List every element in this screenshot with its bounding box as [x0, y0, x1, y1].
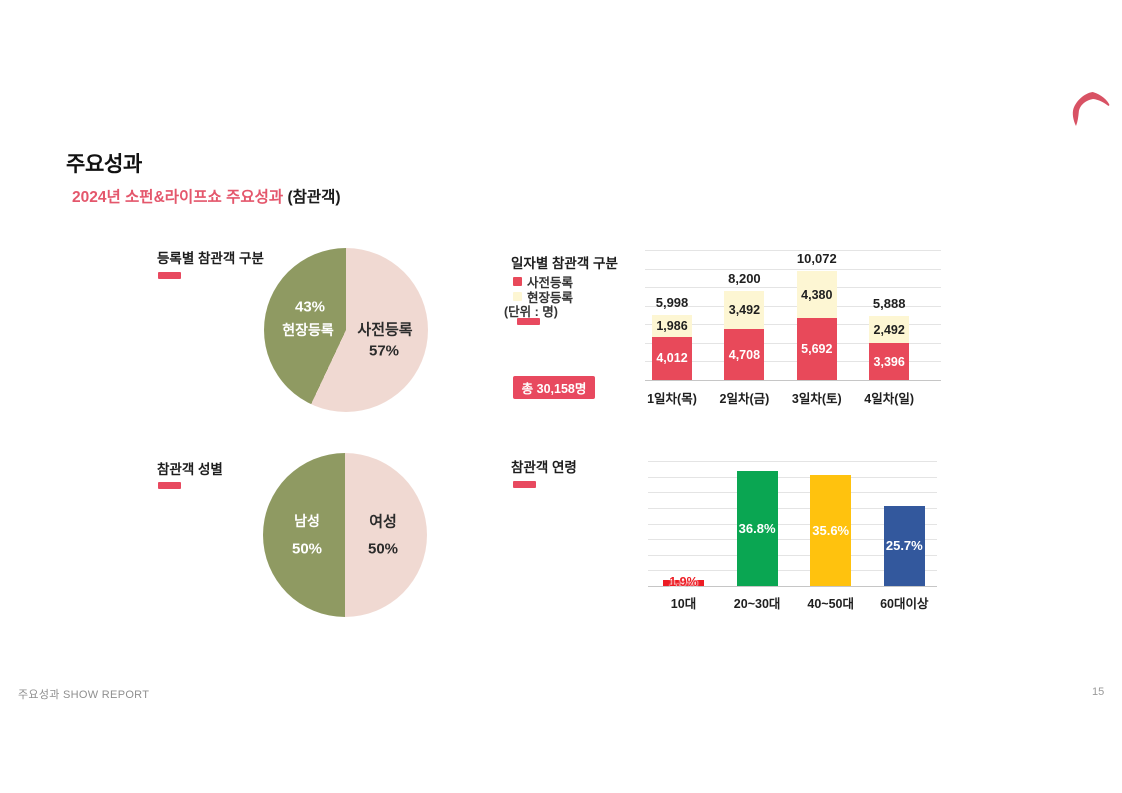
daily-accent-bar	[517, 318, 540, 325]
bar-segment-presale: 5,692	[796, 318, 837, 380]
total-visitors-badge: 총 30,158명	[513, 376, 595, 399]
gridline	[648, 476, 937, 478]
pie-slice-name-label: 여성	[369, 513, 397, 531]
legend-presale-swatch	[513, 277, 522, 286]
age-bar-chart: 1.9% 10대 36.8% 20~30대 35.6% 40~50대 25.7% 60대이상	[648, 461, 937, 611]
legend-presale-label: 사전등록	[527, 276, 574, 290]
unit-note: (단위 : 명)	[504, 305, 558, 319]
pie-slice-pct-label: 57%	[368, 342, 400, 360]
bar-segment-presale: 3,396	[869, 343, 910, 380]
age-bar-value-label: 36.8%	[738, 521, 776, 536]
gridline	[645, 342, 941, 344]
gridline	[648, 539, 937, 541]
registration-section-title: 등록별 참관객 구분	[157, 251, 264, 266]
age-bar: 25.7%	[883, 505, 925, 586]
daily-bar-chart: 1,986 4,012 5,998 1일차(목) 3,492 4,708 8,200 2일차(…	[645, 250, 941, 406]
gridline	[648, 507, 937, 509]
pie-slice-pct-label: 50%	[291, 540, 323, 558]
gridline	[645, 287, 941, 289]
legend-onsite-label: 현장등록	[527, 291, 574, 305]
segment-value-label: 1,986	[656, 318, 688, 333]
gridline	[645, 324, 941, 326]
registration-pie-chart: 43% 현장등록 사전등록 57%	[264, 248, 428, 412]
bar-segment-onsite: 1,986	[652, 315, 692, 337]
bar-total-label: 5,998	[655, 295, 689, 311]
gridline	[648, 586, 937, 587]
gridline	[648, 554, 937, 556]
segment-value-label: 4,708	[728, 347, 761, 362]
daily-section-title: 일자별 참관객 구분	[511, 256, 618, 271]
legend-presale: 사전등록	[513, 272, 573, 291]
gender-accent-bar	[158, 482, 181, 489]
gridline	[645, 268, 941, 270]
daily-bar: 4,380 5,692 10,072	[796, 251, 837, 380]
bar-total-label: 8,200	[728, 271, 761, 287]
segment-value-label: 5,692	[801, 342, 833, 357]
pie-slice-name-label: 현장등록	[282, 322, 334, 338]
x-axis-label: 2일차(금)	[719, 392, 770, 406]
gender-section-title: 참관객 성별	[157, 462, 223, 477]
bar-segment-onsite: 2,492	[869, 316, 910, 344]
x-axis-label: 20~30대	[733, 597, 781, 611]
x-axis-label: 4일차(일)	[864, 392, 915, 406]
pie-slice-name-label: 남성	[294, 513, 320, 529]
page-title: 주요성과	[66, 153, 143, 176]
gridline	[648, 492, 937, 494]
age-accent-bar	[513, 481, 536, 488]
gridline	[645, 380, 941, 381]
segment-value-label: 3,492	[728, 303, 761, 318]
x-axis-label: 3일차(토)	[791, 392, 842, 406]
age-bar: 1.9%	[663, 575, 704, 589]
x-axis-label: 1일차(목)	[647, 392, 697, 406]
pie-slice-name-label: 사전등록	[357, 321, 413, 339]
brand-logo-icon	[1072, 92, 1110, 126]
segment-value-label: 2,492	[873, 322, 905, 337]
age-section-title: 참관객 연령	[511, 460, 577, 475]
registration-accent-bar	[158, 272, 181, 279]
subtitle-accent-text: 2024년 소펀&라이프쇼 주요성과	[72, 189, 284, 206]
age-bar-value-label: 25.7%	[885, 538, 923, 554]
segment-value-label: 3,396	[873, 354, 905, 369]
pie-slice-pct-label: 50%	[367, 540, 399, 558]
footer-text: 주요성과 SHOW REPORT	[18, 689, 150, 701]
bar-segment-onsite: 4,380	[796, 270, 837, 319]
gender-pie-chart: 남성 50% 여성 50%	[263, 453, 427, 617]
gridline	[648, 523, 937, 525]
bar-total-label: 5,888	[872, 296, 906, 312]
subtitle-suffix-text: (참관객)	[283, 189, 341, 206]
gridline	[648, 461, 937, 462]
page-number: 15	[1092, 686, 1105, 698]
page-subtitle: 2024년 소펀&라이프쇼 주요성과 (참관객)	[72, 185, 341, 207]
daily-bar: 2,492 3,396 5,888	[869, 296, 910, 380]
age-bar: 36.8%	[736, 471, 778, 586]
legend-onsite-swatch	[513, 292, 522, 301]
bar-segment-onsite: 3,492	[724, 291, 765, 329]
gridline	[645, 250, 941, 251]
gridline	[648, 570, 937, 572]
age-bar-value-label: 35.6%	[812, 522, 850, 538]
daily-bar: 3,492 4,708 8,200	[724, 271, 765, 380]
bar-segment-presale: 4,012	[652, 336, 692, 380]
gridline	[645, 361, 941, 363]
x-axis-label: 60대이상	[880, 597, 929, 611]
x-axis-label: 10대	[670, 597, 697, 611]
age-bar-value-label: 1.9%	[669, 575, 698, 589]
segment-value-label: 4,012	[656, 351, 688, 366]
bar-segment-presale: 4,708	[724, 329, 765, 380]
bar-total-label: 10,072	[796, 250, 837, 266]
pie-slice-pct-label: 43%	[294, 298, 326, 316]
age-bar: 35.6%	[810, 474, 852, 586]
legend-onsite: 현장등록	[513, 287, 573, 306]
daily-bar: 1,986 4,012 5,998	[652, 295, 692, 380]
gridline	[645, 305, 941, 307]
segment-value-label: 4,380	[801, 287, 833, 302]
x-axis-label: 40~50대	[807, 597, 854, 611]
